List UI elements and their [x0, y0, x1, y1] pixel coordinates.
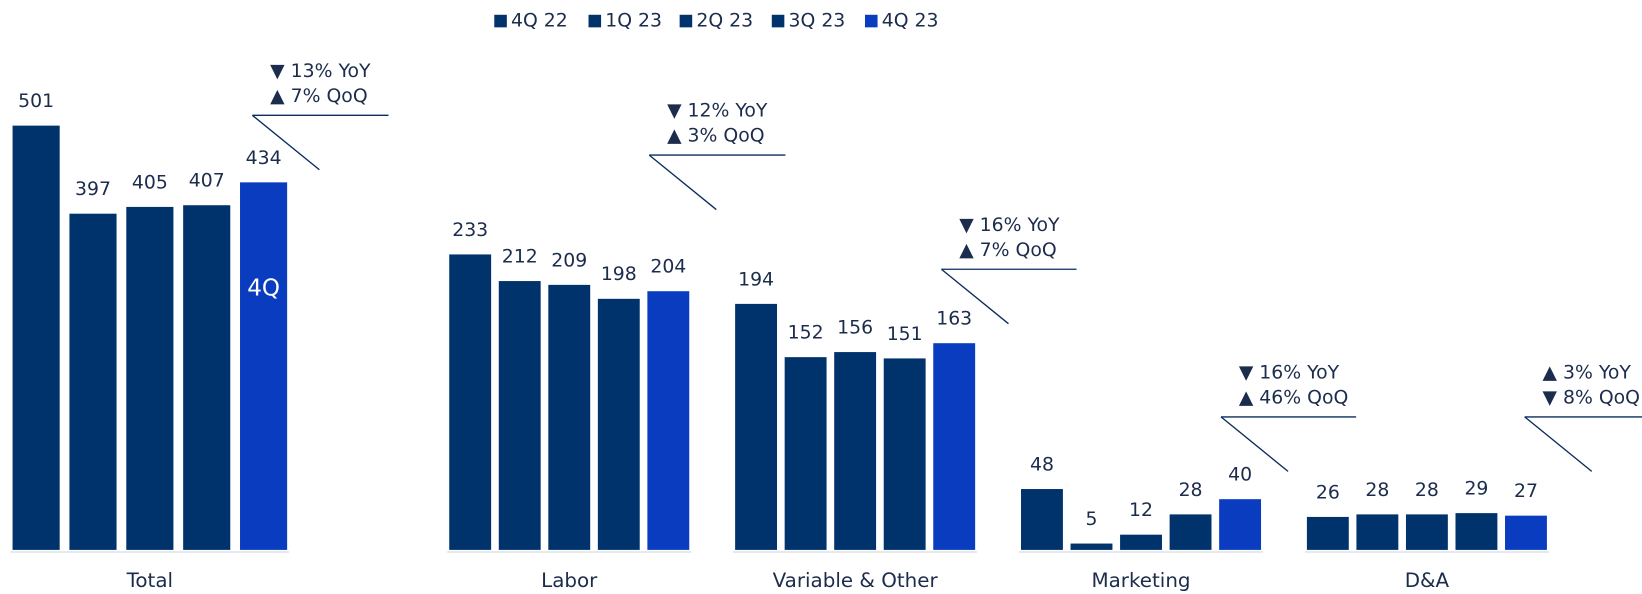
data-label: 233: [452, 220, 488, 241]
legend-label: 3Q 23: [789, 11, 846, 32]
bar: [1505, 515, 1547, 550]
data-label: 163: [936, 309, 972, 330]
annotation-yoy: ▼ 16% YoY: [959, 215, 1060, 236]
legend-swatch: [864, 14, 878, 28]
data-label: 28: [1415, 480, 1439, 501]
category-label: Marketing: [1091, 569, 1190, 592]
annotation-pointer: [648, 154, 717, 211]
bar: [597, 298, 640, 550]
data-label: 434: [246, 148, 282, 169]
category-label: Labor: [541, 569, 598, 592]
bar: [240, 182, 288, 550]
annotation-pointer: [1524, 416, 1593, 472]
data-label: 151: [887, 324, 923, 345]
legend-swatch: [771, 14, 785, 28]
bar: [784, 357, 827, 550]
data-label: 397: [75, 179, 111, 200]
annotation-yoy: ▼ 13% YoY: [270, 61, 371, 82]
data-label: 29: [1464, 479, 1488, 500]
data-label: 5: [1085, 509, 1097, 530]
bar: [548, 284, 591, 550]
data-label: 407: [189, 171, 225, 192]
legend-label: 1Q 23: [605, 11, 662, 32]
bar: [1356, 514, 1399, 550]
legend-label: 2Q 23: [696, 11, 753, 32]
data-label: 156: [837, 317, 873, 338]
annotation-pointer: [940, 268, 1009, 325]
annotation-yoy: ▼ 16% YoY: [1239, 362, 1340, 383]
bar: [834, 352, 877, 550]
data-label: 405: [132, 172, 168, 193]
annotation-qoq: ▲ 7% QoQ: [959, 240, 1056, 261]
annotation-qoq: ▲ 7% QoQ: [270, 86, 367, 107]
category-label: Total: [126, 569, 173, 592]
annotation-pointer: [251, 114, 320, 171]
category-label: D&A: [1405, 569, 1450, 592]
data-label: 204: [650, 257, 686, 278]
bar: [183, 205, 231, 550]
data-label: 194: [738, 269, 774, 290]
data-label: 501: [18, 91, 54, 112]
bar: [12, 125, 60, 550]
bar: [1219, 499, 1262, 550]
bar: [1455, 513, 1498, 550]
annotation-pointer: [1220, 416, 1289, 472]
data-label: 26: [1316, 482, 1340, 503]
bar: [1306, 516, 1349, 550]
data-label: 212: [502, 246, 538, 267]
data-label: 48: [1030, 454, 1054, 475]
legend-label: 4Q 23: [882, 11, 939, 32]
bar: [1120, 534, 1162, 550]
annotation-yoy: ▲ 3% YoY: [1543, 362, 1632, 383]
data-label: 152: [788, 323, 824, 344]
bar: [498, 281, 541, 550]
bar: [1405, 514, 1448, 550]
bar-label: 4Q: [247, 276, 280, 302]
legend-label: 4Q 22: [511, 11, 568, 32]
bar: [1021, 489, 1063, 550]
annotation-yoy: ▼ 12% YoY: [667, 101, 768, 122]
data-label: 27: [1514, 481, 1538, 502]
legend-swatch: [588, 14, 602, 28]
bar: [883, 358, 926, 550]
bar: [449, 254, 492, 550]
annotation-qoq: ▲ 3% QoQ: [667, 126, 764, 147]
bar: [735, 303, 778, 550]
bar: [126, 206, 174, 550]
data-label: 209: [551, 250, 587, 271]
legend-swatch: [494, 14, 507, 28]
data-label: 40: [1228, 465, 1252, 486]
data-label: 12: [1129, 500, 1153, 521]
data-label: 198: [601, 264, 637, 285]
annotation-qoq: ▼ 8% QoQ: [1543, 388, 1640, 409]
legend-swatch: [679, 14, 693, 28]
bar: [647, 291, 690, 550]
bar: [1169, 514, 1212, 550]
bar: [1070, 543, 1113, 550]
bar: [69, 213, 117, 550]
category-label: Variable & Other: [773, 569, 939, 592]
bar: [933, 343, 976, 550]
data-label: 28: [1365, 480, 1389, 501]
annotation-qoq: ▲ 46% QoQ: [1239, 388, 1348, 409]
data-label: 28: [1179, 480, 1203, 501]
